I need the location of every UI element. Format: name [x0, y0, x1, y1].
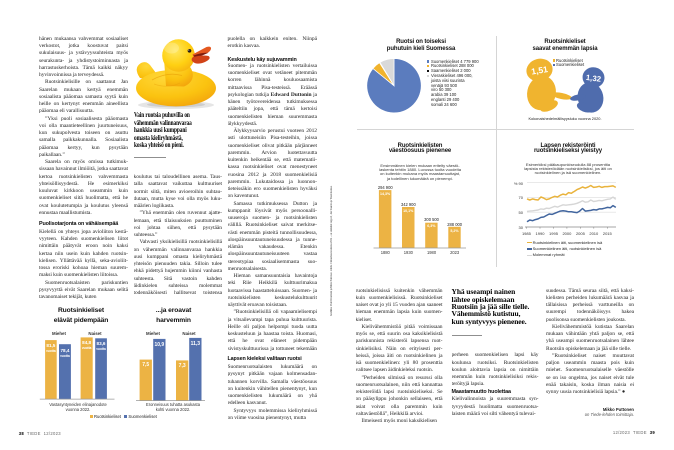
- svg-text:1,51: 1,51: [531, 64, 549, 77]
- svg-text:1,32: 1,32: [585, 73, 602, 84]
